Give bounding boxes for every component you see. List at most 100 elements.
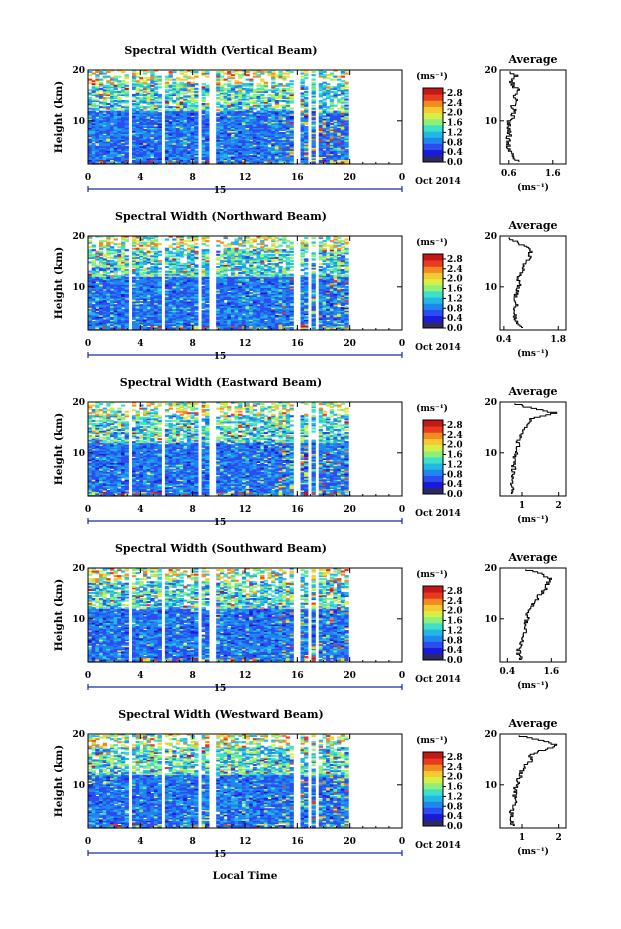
heatmap-cell: [186, 101, 192, 104]
heatmap-cell: [186, 86, 192, 89]
heatmap-cell: [337, 132, 342, 135]
heatmap-cell: [164, 132, 170, 135]
heatmap-cell: [88, 112, 93, 115]
heatmap-cell: [88, 141, 93, 144]
heatmap-cell: [267, 100, 272, 103]
heatmap-cell: [117, 100, 122, 103]
heatmap-cell: [164, 100, 170, 103]
heatmap-cell: [300, 159, 305, 162]
heatmap-cell: [256, 147, 261, 150]
heatmap-cell: [106, 125, 111, 128]
heatmap-cell: [194, 144, 199, 147]
heatmap-cell: [238, 77, 243, 80]
heatmap-cell: [289, 130, 294, 133]
heatmap-cell: [139, 125, 144, 128]
heatmap-cell: [344, 138, 349, 141]
heatmap-cell: [190, 144, 195, 147]
heatmap-cell: [219, 151, 225, 154]
heatmap-cell: [91, 122, 96, 125]
heatmap-cell: [172, 100, 177, 103]
heatmap-cell: [267, 113, 272, 116]
heatmap-cell: [249, 125, 254, 128]
heatmap-cell: [146, 159, 151, 162]
heatmap-cell: [337, 157, 342, 160]
heatmap-cell: [223, 119, 228, 122]
heatmap-cell: [91, 281, 96, 284]
heatmap-cell: [172, 150, 177, 153]
heatmap-cell: [135, 96, 140, 99]
heatmap-cell: [201, 74, 206, 77]
heatmap-cell: [216, 119, 221, 122]
x-tick-label: 12: [239, 173, 252, 183]
heatmap-cell: [337, 101, 342, 104]
heatmap-cell: [267, 124, 272, 127]
heatmap-cell: [274, 150, 280, 153]
heatmap-cell: [164, 144, 170, 147]
heatmap-cell: [205, 112, 210, 115]
heatmap-cell: [230, 138, 236, 141]
heatmap-cell: [172, 147, 177, 150]
heatmap-cell: [139, 150, 144, 153]
heatmap-cell: [227, 110, 232, 113]
heatmap-cell: [245, 153, 250, 156]
heatmap-cell: [132, 142, 137, 145]
heatmap-cell: [322, 139, 327, 142]
heatmap-cell: [216, 157, 221, 160]
heatmap-cell: [227, 116, 232, 119]
heatmap-cell: [241, 87, 247, 90]
heatmap-cell: [274, 132, 280, 135]
heatmap-cell: [183, 156, 188, 159]
heatmap-cell: [263, 110, 269, 113]
heatmap-cell: [194, 106, 199, 109]
heatmap-cell: [132, 75, 137, 78]
heatmap-cell: [241, 150, 247, 153]
heatmap-cell: [216, 83, 221, 86]
heatmap-cell: [267, 74, 272, 77]
heatmap-cell: [289, 153, 294, 156]
heatmap-cell: [223, 96, 228, 99]
heatmap-cell: [157, 147, 162, 150]
heatmap-cell: [322, 127, 327, 130]
heatmap-cell: [241, 112, 247, 115]
heatmap-cell: [186, 113, 192, 116]
heatmap-cell: [318, 86, 324, 89]
heatmap-cell: [219, 161, 225, 164]
heatmap-cell: [326, 121, 331, 124]
heatmap-cell: [282, 106, 287, 109]
heatmap-cell: [183, 253, 188, 256]
heatmap-cell: [135, 247, 140, 250]
heatmap-cell: [194, 109, 199, 112]
heatmap-cell: [153, 104, 159, 107]
heatmap-cell: [121, 83, 126, 86]
heatmap-cell: [329, 157, 335, 160]
heatmap-cell: [271, 124, 276, 127]
heatmap-cell: [95, 276, 100, 279]
heatmap-cell: [201, 148, 206, 151]
heatmap-cell: [175, 145, 181, 148]
heatmap-cell: [205, 304, 210, 307]
heatmap-cell: [329, 142, 335, 145]
heatmap-cell: [337, 138, 342, 141]
heatmap-cell: [106, 92, 111, 95]
heatmap-cell: [168, 95, 173, 98]
heatmap-cell: [99, 240, 104, 243]
heatmap-cell: [256, 83, 261, 86]
heatmap-cell: [146, 96, 151, 99]
heatmap-cell: [183, 78, 188, 81]
heatmap-cell: [194, 311, 199, 314]
heatmap-cell: [285, 72, 291, 75]
heatmap-cell: [164, 95, 170, 98]
heatmap-cell: [300, 148, 305, 151]
heatmap-cell: [223, 101, 228, 104]
heatmap-cell: [186, 153, 192, 156]
heatmap-cell: [252, 96, 258, 99]
heatmap-cell: [179, 106, 184, 109]
heatmap-cell: [216, 256, 221, 259]
heatmap-cell: [143, 128, 148, 131]
x-tick-label: 4: [137, 173, 143, 183]
heatmap-cell: [121, 122, 126, 125]
heatmap-cell: [311, 122, 316, 125]
heatmap-cell: [263, 121, 269, 124]
heatmap-cell: [201, 127, 206, 130]
heatmap-cell: [311, 148, 316, 151]
